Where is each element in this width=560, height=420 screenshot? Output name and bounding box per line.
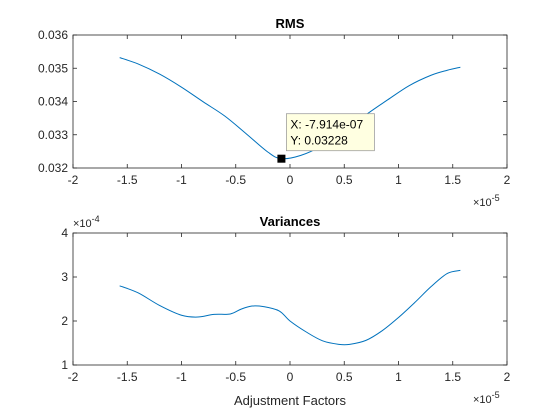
y-tick-label: 1 [61, 358, 68, 372]
datatip-x-label: X: -7.914e-07 [290, 118, 363, 132]
x-tick-label: 2 [504, 370, 511, 384]
y-tick-label: 0.034 [38, 95, 68, 109]
x-exponent-power: -5 [492, 193, 500, 203]
y-tick-label: 2 [61, 314, 68, 328]
x-tick-label: 0 [287, 173, 294, 187]
y-tick-label: 0.033 [38, 128, 68, 142]
x-exponent-power: -5 [492, 390, 500, 400]
x-tick-label: -1.5 [117, 370, 138, 384]
y-tick-label: 0.036 [38, 28, 68, 42]
x-tick-label: 0.5 [336, 370, 353, 384]
y-exponent-power: -4 [92, 214, 100, 224]
x-tick-label: -0.5 [225, 173, 246, 187]
plot-title: Variances [260, 214, 321, 229]
plot-title: RMS [276, 16, 305, 31]
x-tick-label: -1 [176, 173, 187, 187]
x-tick-label: -0.5 [225, 370, 246, 384]
x-tick-label: 0 [287, 370, 294, 384]
x-tick-label: -2 [68, 370, 79, 384]
axes-box [72, 232, 508, 366]
x-tick-label: 0.5 [336, 173, 353, 187]
datatip-box [286, 113, 375, 152]
x-exponent-label: ×10-5 [473, 193, 500, 209]
x-tick-label: -1.5 [117, 173, 138, 187]
y-tick-label: 3 [61, 270, 68, 284]
y-exponent-label: ×10-4 [73, 214, 100, 230]
datatip-y-label: Y: 0.03228 [290, 134, 348, 148]
variances-plot: -2 -1.5 -1 -0.5 0 0.5 1 1.5 21234Variances×10-5×… [61, 214, 510, 408]
rms-plot: -2 -1.5 -1 -0.5 0 0.5 1 1.5 2 0.032 0.033 0.034 0.03… [38, 16, 511, 209]
data-line [119, 57, 461, 160]
x-tick-label: -1 [176, 370, 187, 384]
x-exponent-label: ×10-5 [473, 390, 500, 406]
x-tick-label: 1.5 [444, 370, 461, 384]
x-axis-label: Adjustment Factors [234, 393, 346, 408]
x-tick-label: 2 [504, 173, 511, 187]
y-exponent-base: ×10 [73, 218, 92, 230]
y-tick-label: 4 [61, 226, 68, 240]
datatip-marker [277, 154, 286, 163]
x-tick-label: 1 [395, 370, 402, 384]
x-tick-label: -2 [68, 173, 79, 187]
y-tick-label: 0.035 [38, 61, 68, 75]
x-tick-label: 1 [395, 173, 402, 187]
x-exponent-base: ×10 [473, 394, 492, 406]
x-exponent-base: ×10 [473, 197, 492, 209]
x-tick-label: 1.5 [444, 173, 461, 187]
y-tick-label: 0.032 [38, 161, 68, 175]
data-line [119, 269, 461, 346]
